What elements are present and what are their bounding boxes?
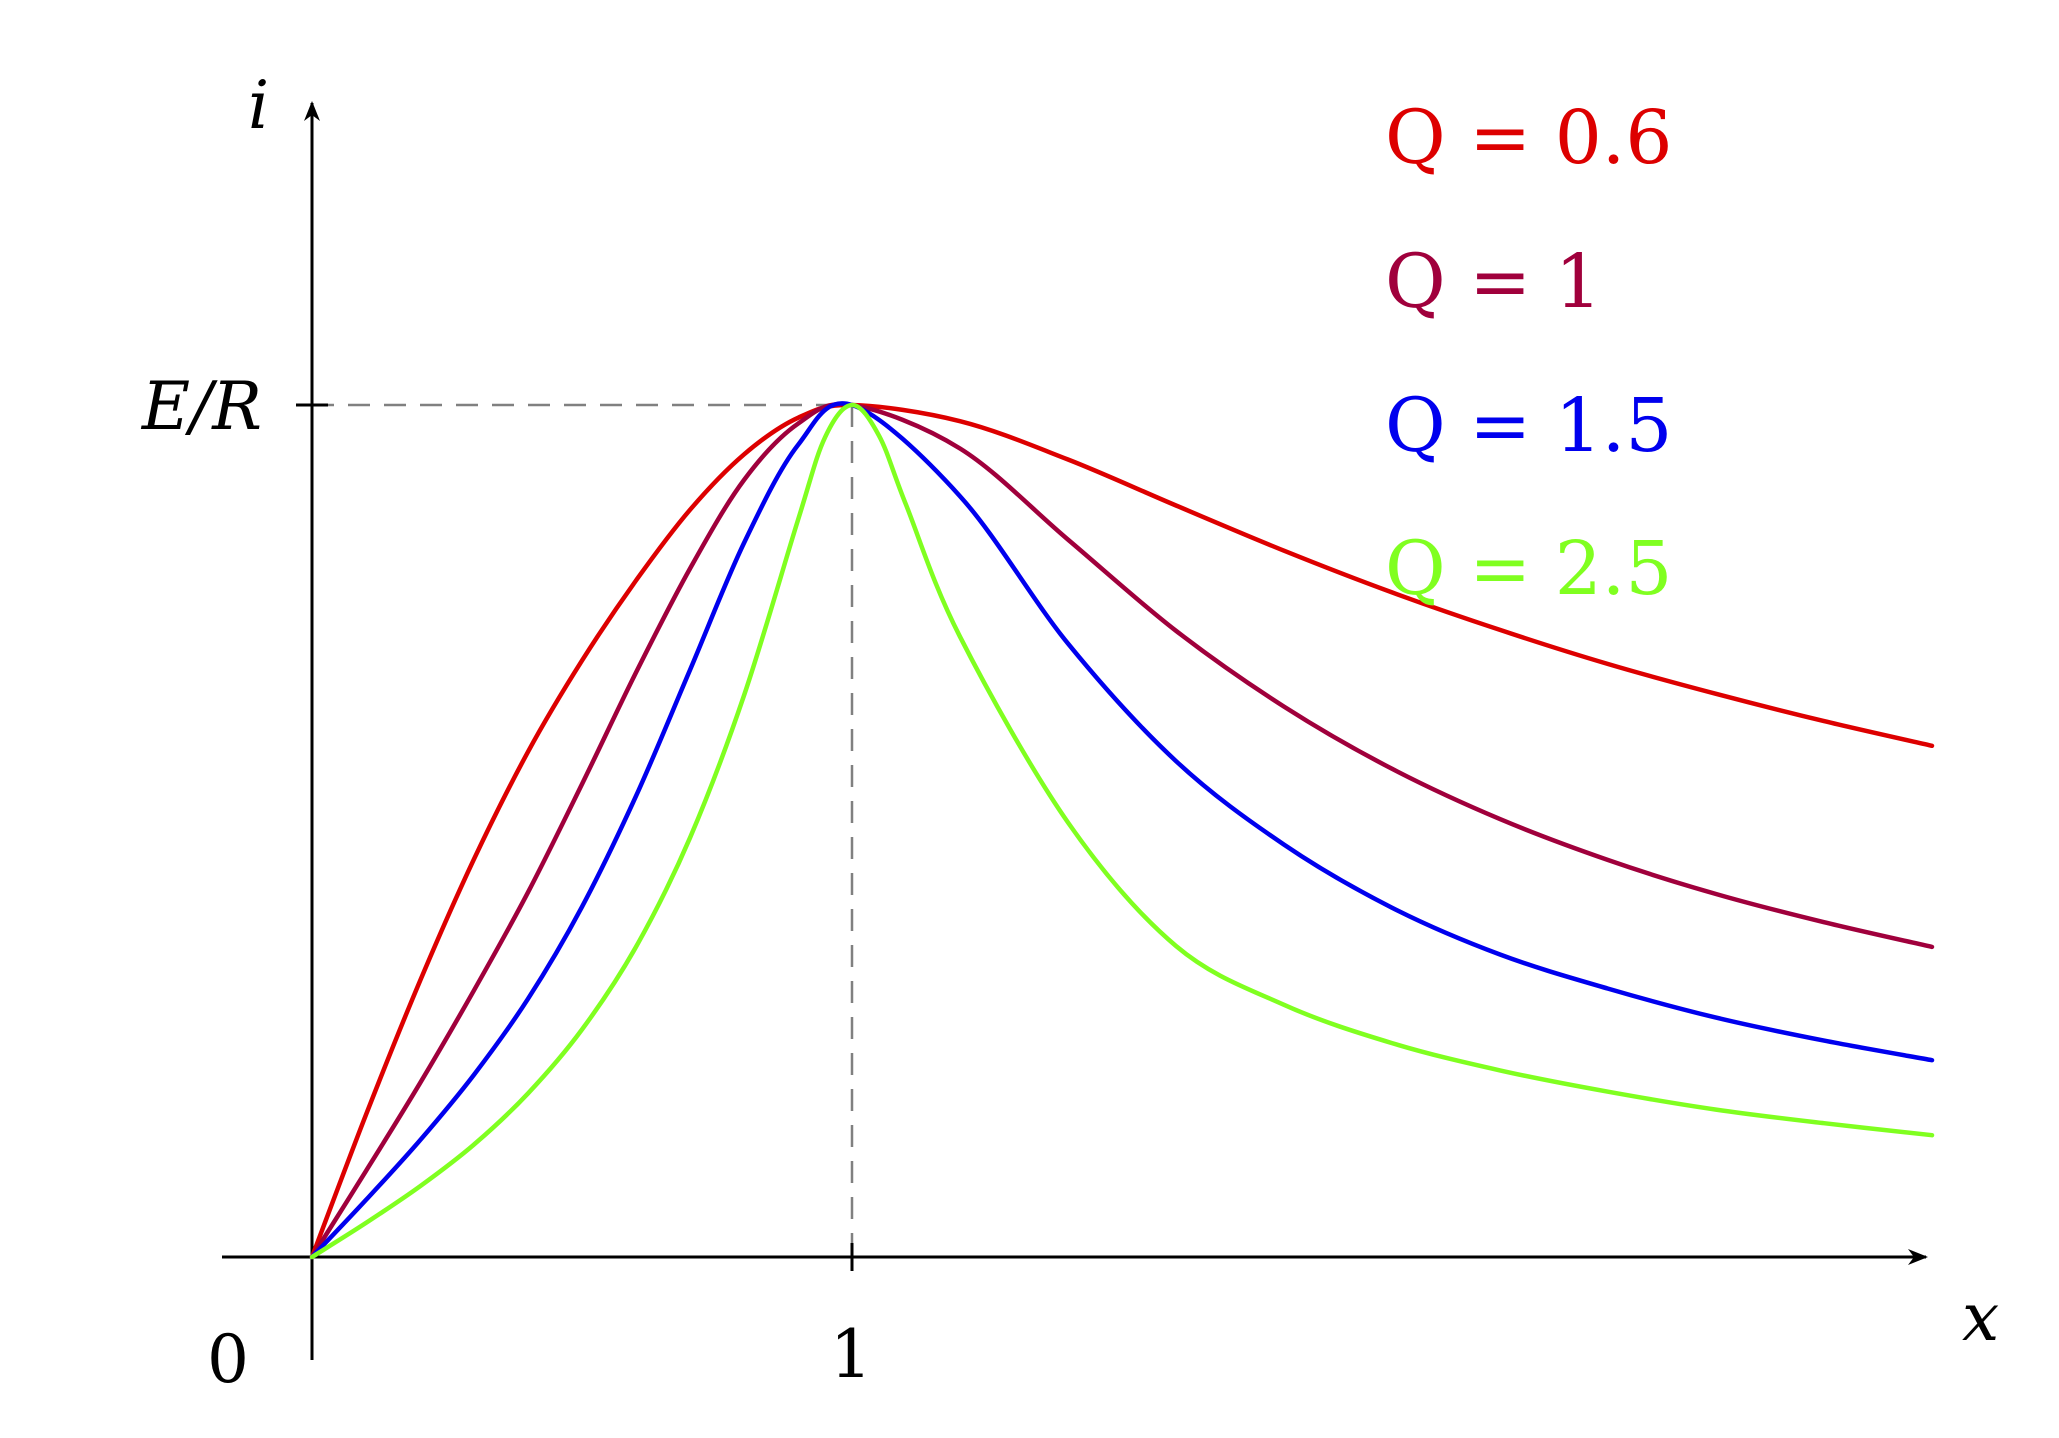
series-line-q-1-5 xyxy=(309,401,1935,1260)
y-tick-label: E/R xyxy=(141,368,262,445)
legend-entry-q-1-5: Q = 1.5 xyxy=(1385,383,1672,469)
series-group xyxy=(309,401,1935,1260)
series-line-q-1 xyxy=(309,401,1935,1260)
series-line-q-2-5 xyxy=(309,402,1935,1260)
origin-label: 0 xyxy=(207,1321,249,1398)
legend-entry-q-0-6: Q = 0.6 xyxy=(1385,95,1672,181)
legend-entry-q-2-5: Q = 2.5 xyxy=(1385,526,1672,612)
series-line-q-0-6 xyxy=(309,402,1935,1260)
y-axis-label: i xyxy=(248,67,269,144)
x-axis-label: x xyxy=(1962,1279,1999,1356)
legend: Q = 0.6 Q = 1 Q = 1.5 Q = 2.5 xyxy=(1385,95,1672,612)
legend-entry-q-1: Q = 1 xyxy=(1385,239,1602,325)
x-tick-label: 1 xyxy=(830,1316,872,1393)
